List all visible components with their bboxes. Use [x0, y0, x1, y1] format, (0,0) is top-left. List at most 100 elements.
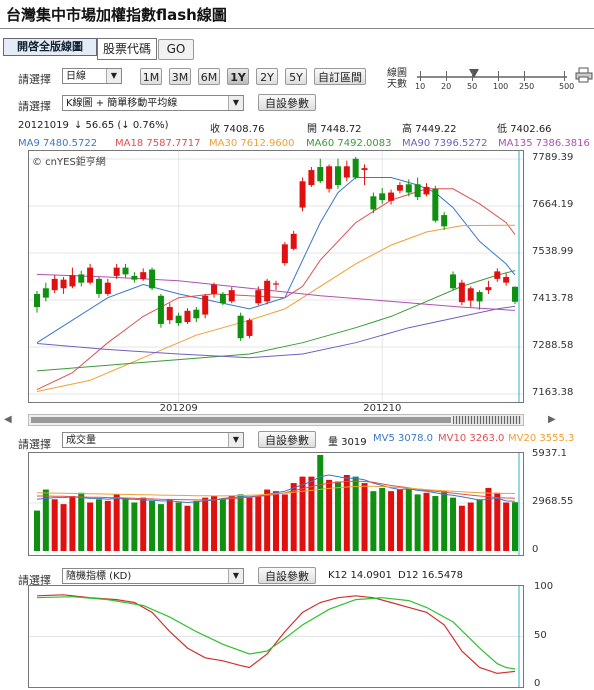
candle	[60, 277, 67, 294]
range-button-1m[interactable]: 1M	[140, 68, 162, 85]
fullscreen-chart-tab[interactable]: 開啓全版線圖	[3, 38, 97, 56]
days-tick-500	[564, 71, 565, 81]
candle-body	[334, 166, 341, 186]
candle	[140, 268, 147, 281]
candle	[87, 263, 94, 285]
kd-select-value: 隨機指標 (KD)	[66, 571, 132, 582]
volume-bar	[34, 510, 40, 551]
volume-bar	[95, 499, 102, 551]
volume-legend-item: MV10 3263.0	[438, 433, 505, 444]
candle-body	[432, 188, 439, 221]
open-label: 開	[307, 124, 317, 135]
range-button-5y[interactable]: 5Y	[285, 68, 307, 85]
candle	[219, 292, 226, 306]
candle-body	[370, 196, 377, 210]
high-label: 高	[402, 124, 412, 135]
volume-bar	[202, 497, 209, 551]
candle	[149, 267, 156, 291]
volume-bar	[308, 476, 315, 551]
volume-select[interactable]: 成交量 ▼	[62, 432, 244, 448]
range-button-6m[interactable]: 6M	[198, 68, 220, 85]
volume-bar	[264, 489, 271, 551]
candle-body	[255, 290, 262, 304]
scroll-grip[interactable]	[453, 416, 521, 424]
candle	[281, 242, 288, 266]
candle-body	[228, 290, 235, 302]
volume-bar	[467, 502, 474, 551]
volume-bar	[157, 504, 164, 551]
stock-code-input[interactable]: 股票代碼	[97, 38, 157, 60]
candle-body	[299, 181, 306, 208]
price-axis-label: 7288.58	[532, 340, 574, 351]
ma-line-ma90	[36, 305, 516, 359]
chevron-down-icon: ▼	[228, 96, 243, 110]
scroll-thumb[interactable]	[31, 417, 451, 423]
candle-body	[219, 293, 226, 304]
kd-chart-panel[interactable]	[28, 585, 524, 688]
volume-bar	[219, 499, 226, 551]
candle-body	[388, 192, 395, 201]
volume-bar	[476, 499, 483, 551]
high-value: 7449.22	[415, 124, 457, 135]
price-param-button[interactable]: 自設參數	[258, 94, 316, 111]
chart-scrollbar[interactable]	[28, 414, 524, 426]
range-button-3m[interactable]: 3M	[169, 68, 191, 85]
price-chart-panel[interactable]	[28, 150, 524, 403]
kd-param-button[interactable]: 自設參數	[258, 567, 316, 584]
volume-select-label: 請選擇	[18, 438, 51, 451]
scroll-left-icon[interactable]: ◀	[4, 414, 12, 425]
candle-body	[343, 166, 350, 178]
days-slider-track[interactable]	[417, 76, 567, 78]
kd-chart-svg[interactable]	[29, 586, 523, 687]
kd-axis-label: 100	[534, 581, 554, 592]
candle-body	[166, 307, 173, 321]
price-chart-svg[interactable]	[29, 151, 523, 402]
volume-bar	[494, 492, 501, 551]
candle-body	[361, 168, 368, 171]
ma-legend-item: MA135 7386.3816	[498, 138, 590, 149]
go-button[interactable]: GO	[158, 39, 194, 60]
days-tick-label-500: 500	[559, 82, 575, 91]
volume-bar	[193, 500, 200, 551]
volume-bar	[458, 505, 465, 551]
volume-bar	[51, 499, 58, 551]
candle	[458, 279, 465, 306]
days-tick-label-250: 250	[519, 82, 535, 91]
days-tick-50	[472, 71, 473, 81]
candle	[379, 188, 386, 204]
ma-line-ma30	[36, 224, 516, 392]
candle	[494, 268, 501, 282]
kd-select[interactable]: 隨機指標 (KD) ▼	[62, 568, 244, 584]
volume-bar	[184, 505, 191, 551]
ma-legend-item: MA18 7587.7717	[115, 138, 201, 149]
range-button-2y[interactable]: 2Y	[256, 68, 278, 85]
volume-bar	[343, 475, 350, 551]
ma-line-ma18	[36, 188, 516, 391]
candle-body	[113, 267, 120, 276]
volume-legend-item: MV5 3078.0	[373, 433, 433, 444]
kd-axis-label: 50	[534, 629, 547, 641]
ma-legend-item: MA9 7480.5722	[18, 138, 98, 149]
volume-chart-panel[interactable]	[28, 452, 524, 556]
watermark: © cnYES鉅亨網	[32, 157, 106, 168]
period-select[interactable]: 日線 ▼	[62, 68, 122, 84]
print-icon[interactable]	[575, 66, 593, 84]
chevron-down-icon: ▼	[228, 433, 243, 447]
candle-body	[441, 215, 448, 227]
volume-bar	[122, 497, 129, 551]
volume-chart-svg[interactable]	[29, 453, 523, 555]
indicator-select[interactable]: K線圖 + 簡單移動平均線 ▼	[62, 95, 244, 111]
candle	[166, 303, 173, 324]
range-button-custom[interactable]: 自訂區間	[314, 68, 366, 85]
volume-bar	[290, 483, 297, 551]
scroll-right-icon[interactable]: ▶	[548, 414, 556, 425]
candle	[308, 167, 315, 187]
date-axis-label: 201209	[159, 403, 198, 414]
range-button-1y[interactable]: 1Y	[227, 68, 249, 85]
days-slider-handle[interactable]	[468, 68, 480, 80]
volume-param-button[interactable]: 自設參數	[258, 431, 316, 448]
volume-bar	[237, 494, 244, 551]
kd-d-line	[36, 596, 516, 670]
candle-body	[379, 193, 386, 201]
candle-body	[34, 293, 40, 308]
